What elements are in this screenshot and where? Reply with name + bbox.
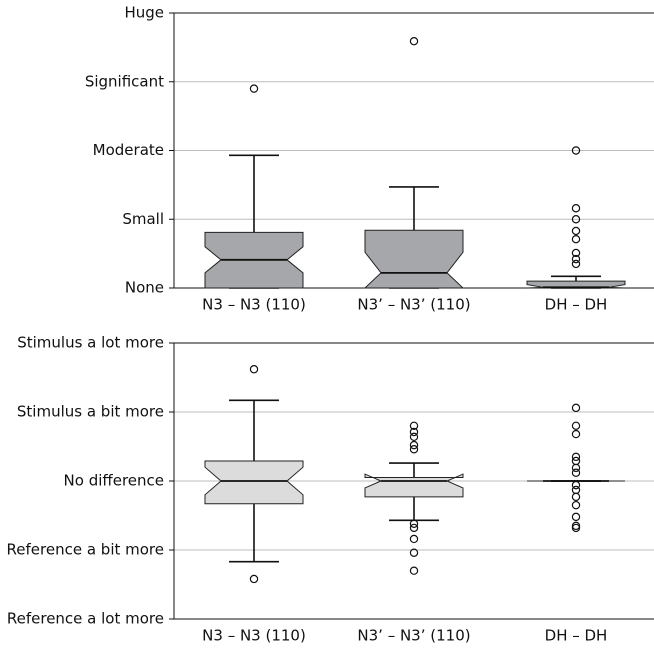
y-tick-label: No difference [64,472,164,490]
outlier [571,468,581,477]
outlier [571,254,581,264]
y-tick-label: None [125,279,164,297]
outlier [571,523,581,533]
outlier [409,427,419,437]
outlier [409,432,419,442]
outlier [409,440,419,450]
outlier [571,463,581,473]
outlier [571,429,581,439]
outlier [571,500,581,510]
y-tick-label: Stimulus a bit more [17,403,164,421]
outlier [571,403,581,413]
outlier [249,574,259,584]
y-tick-label: Reference a lot more [7,610,164,628]
outlier [249,84,259,93]
outlier [571,421,581,430]
outlier [409,523,419,533]
outlier [571,146,581,155]
outlier [571,480,581,490]
y-tick-label: Significant [85,72,164,90]
outlier [571,248,581,258]
outlier [409,534,419,544]
y-tick-label: Reference a bit more [7,541,164,559]
outlier [409,445,419,454]
outlier [409,519,419,528]
y-tick-label: Small [122,210,164,228]
x-tick-label: N3’ – N3’ (110) [357,627,470,645]
outlier [571,512,581,522]
y-tick-label: Stimulus a lot more [17,334,164,352]
x-tick-label: N3’ – N3’ (110) [357,296,470,314]
outlier [571,259,581,269]
y-tick-label: Moderate [93,141,164,159]
outlier [571,234,581,244]
x-tick-label: N3 – N3 (110) [202,296,306,314]
outlier [571,492,581,502]
outlier [571,204,581,213]
x-tick-label: DH – DH [545,296,608,314]
outlier [571,215,581,224]
outlier [409,566,419,575]
outlier [409,36,419,46]
outlier [571,452,581,462]
outlier [409,421,419,430]
outlier [409,548,419,557]
box [364,473,464,498]
box [526,280,626,289]
outlier [249,365,259,374]
x-tick-label: N3 – N3 (110) [202,627,306,645]
box [363,229,465,289]
y-tick-label: Huge [124,4,164,22]
outlier [571,485,581,495]
box [204,460,304,505]
outlier [571,226,581,236]
x-tick-label: DH – DH [545,627,608,645]
